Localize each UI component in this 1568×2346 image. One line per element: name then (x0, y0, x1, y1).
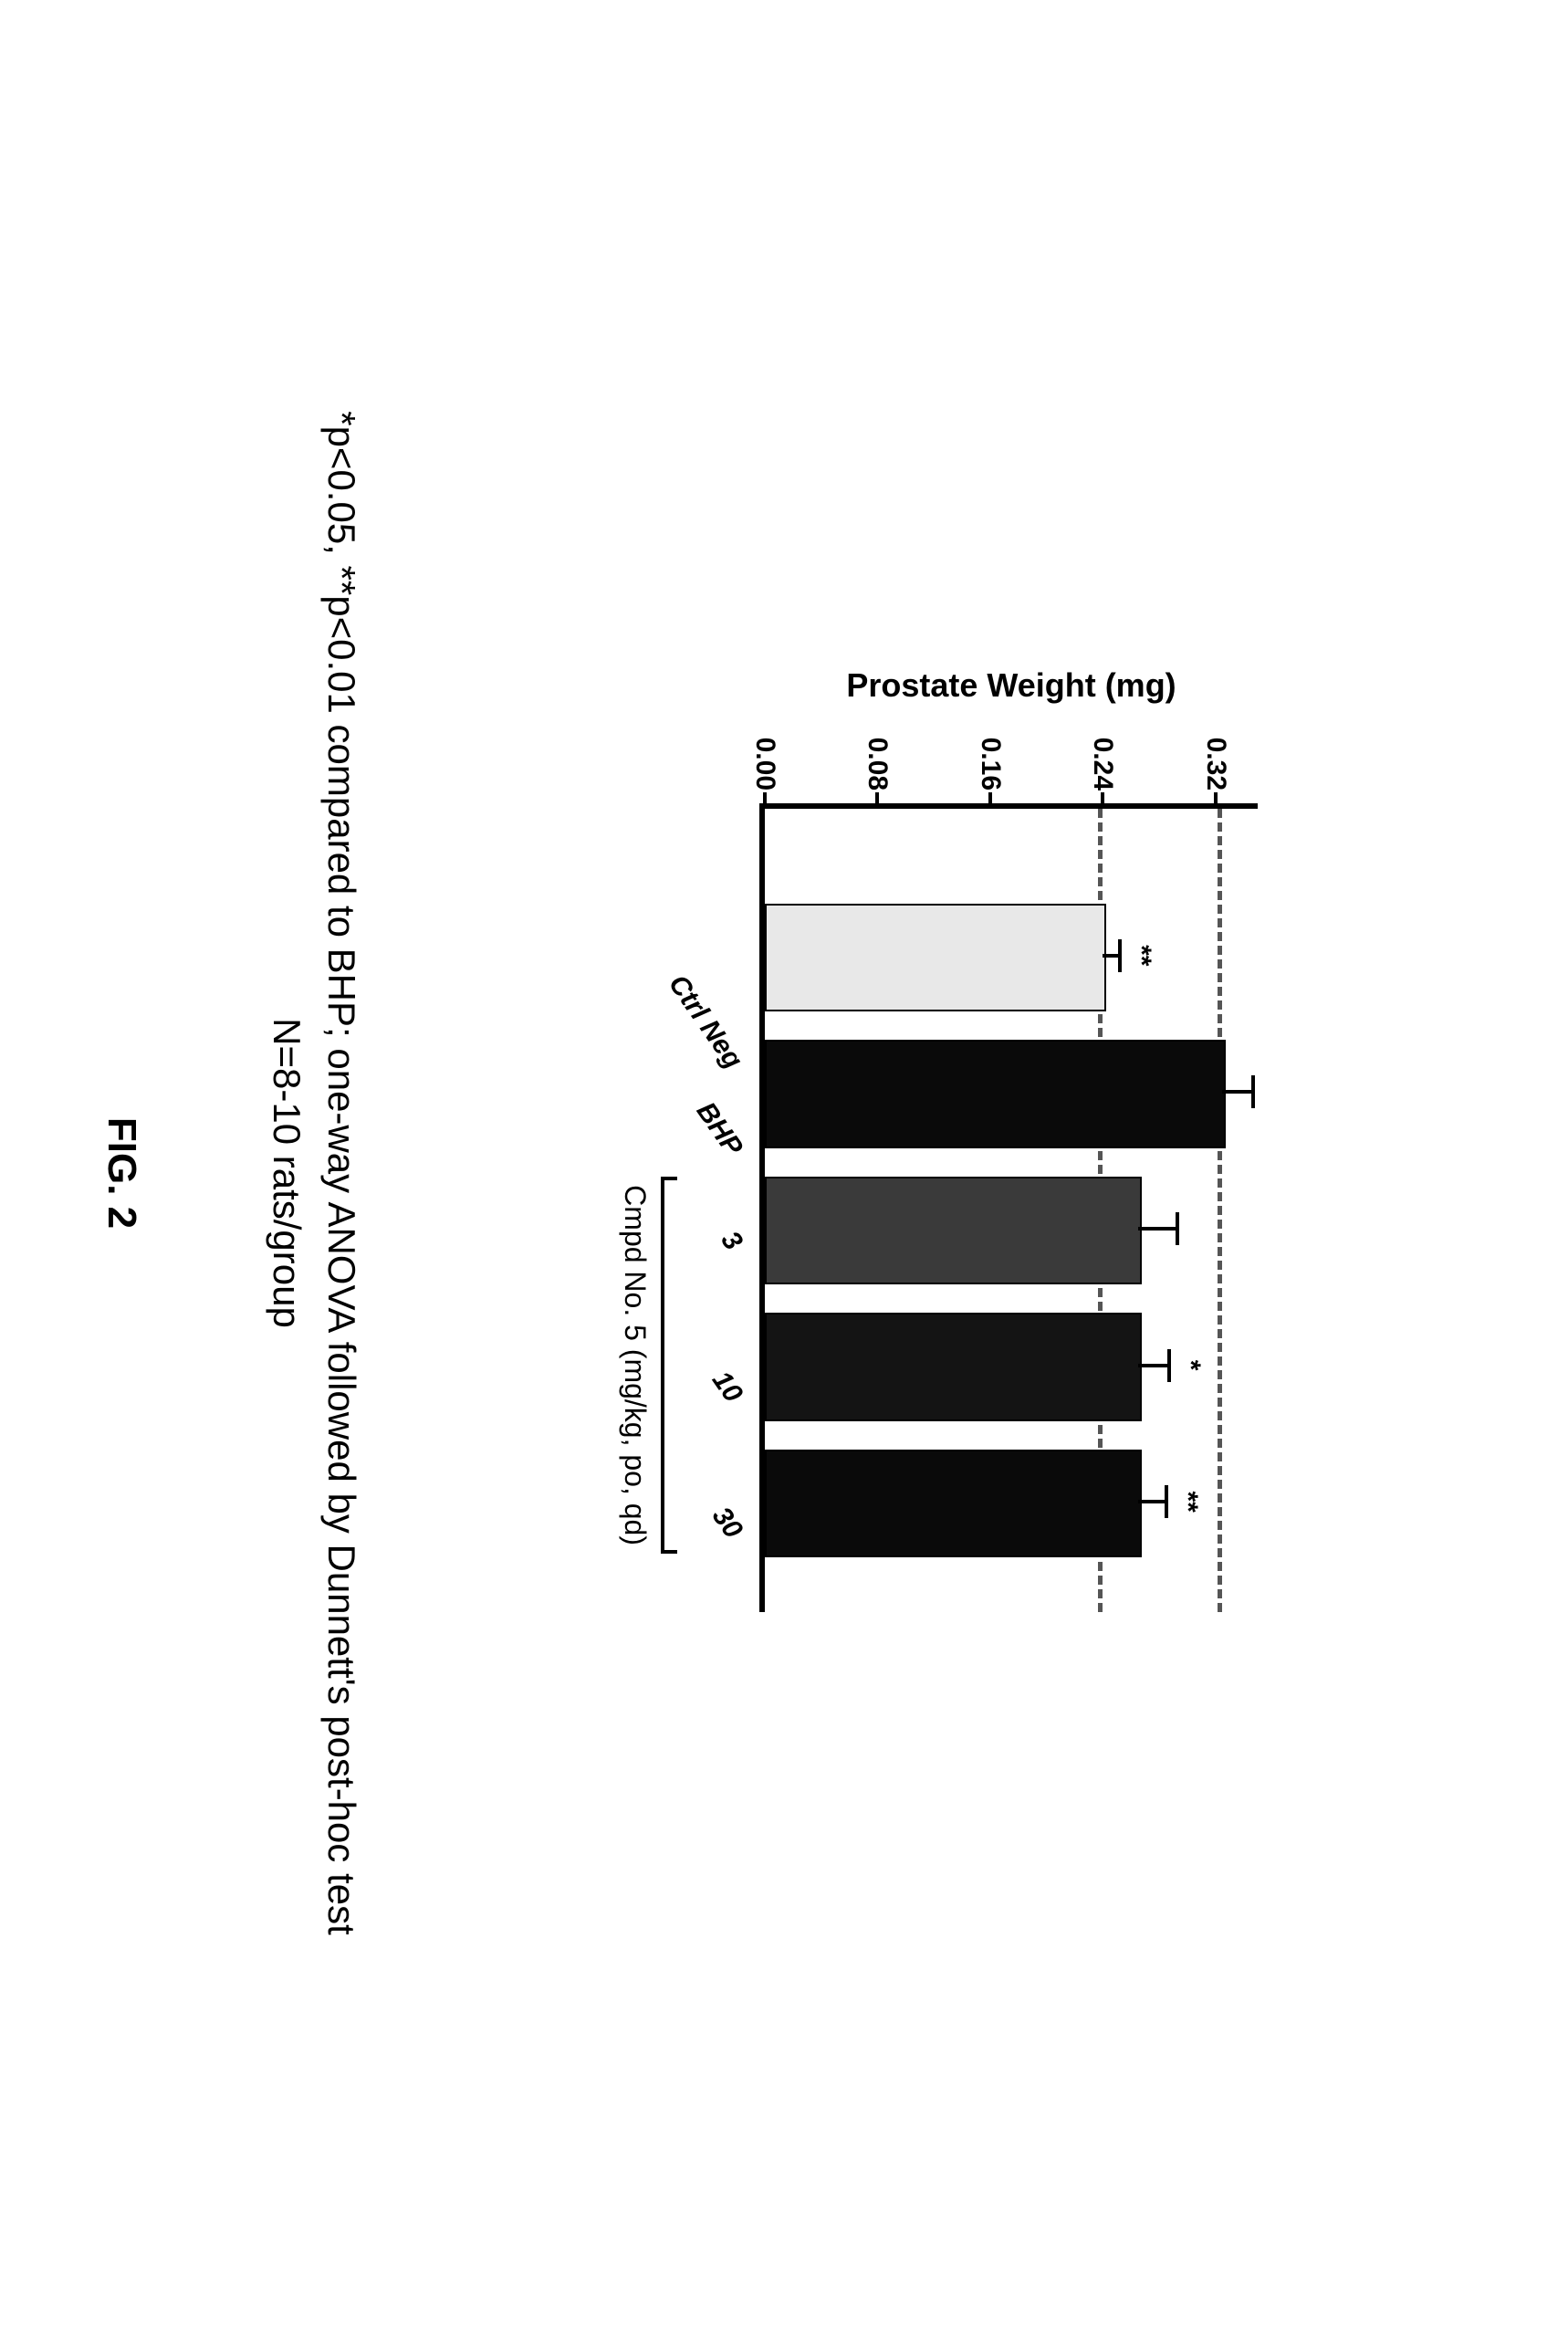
y-tick-label: 0.08 (862, 708, 893, 791)
y-tick-label: 0.00 (749, 708, 780, 791)
x-tick-label: Ctrl Neg (662, 969, 748, 1074)
error-bar (1138, 1500, 1166, 1503)
error-bar (1222, 1090, 1253, 1094)
figure-caption: FIG. 2 (99, 0, 144, 2346)
y-tick (1214, 792, 1218, 809)
error-bar-cap (1176, 1212, 1179, 1245)
bar (765, 1177, 1142, 1284)
dose-bracket-label: Cmpd No. 5 (mg/kg, po, qd) (618, 1177, 652, 1555)
error-bar (1138, 1364, 1169, 1367)
x-tick-label: 3 (715, 1226, 748, 1256)
y-tick (1101, 792, 1104, 809)
y-tick-label: 0.32 (1200, 708, 1231, 791)
bar (765, 904, 1106, 1011)
y-tick (875, 792, 879, 809)
bar-chart: Prostate Weight (mg) 0.000.080.160.240.3… (564, 639, 1294, 1734)
significance-marker: ** (1172, 1492, 1203, 1513)
error-bar (1138, 1227, 1177, 1231)
bar (765, 1450, 1142, 1557)
y-tick (763, 792, 767, 809)
error-bar-cap (1251, 1075, 1255, 1108)
plot-area: 0.000.080.160.240.32**Ctrl NegBHP3*10**3… (759, 803, 1258, 1612)
y-tick-label: 0.16 (975, 708, 1006, 791)
significance-marker: * (1175, 1360, 1206, 1371)
bar (765, 1313, 1142, 1420)
y-axis-label: Prostate Weight (mg) (765, 666, 1258, 705)
reference-line (1218, 809, 1222, 1612)
significance-marker: ** (1125, 945, 1156, 966)
rotated-stage: Prostate Weight (mg) 0.000.080.160.240.3… (0, 0, 1568, 2346)
x-tick-label: 30 (706, 1502, 748, 1545)
error-bar-cap (1165, 1485, 1168, 1518)
y-tick (988, 792, 992, 809)
error-bar-cap (1118, 939, 1122, 972)
dose-bracket (661, 1177, 664, 1555)
bar (765, 1040, 1226, 1147)
y-tick-label: 0.24 (1087, 708, 1118, 791)
x-tick-label: BHP (690, 1097, 748, 1162)
error-bar-cap (1167, 1349, 1171, 1382)
x-tick-label: 10 (706, 1366, 748, 1409)
stats-caption-line2: N=8-10 rats/group (265, 0, 308, 2346)
stats-caption-line1: *p<0.05, **p<0.01 compared to BHP; one-w… (319, 0, 363, 2346)
